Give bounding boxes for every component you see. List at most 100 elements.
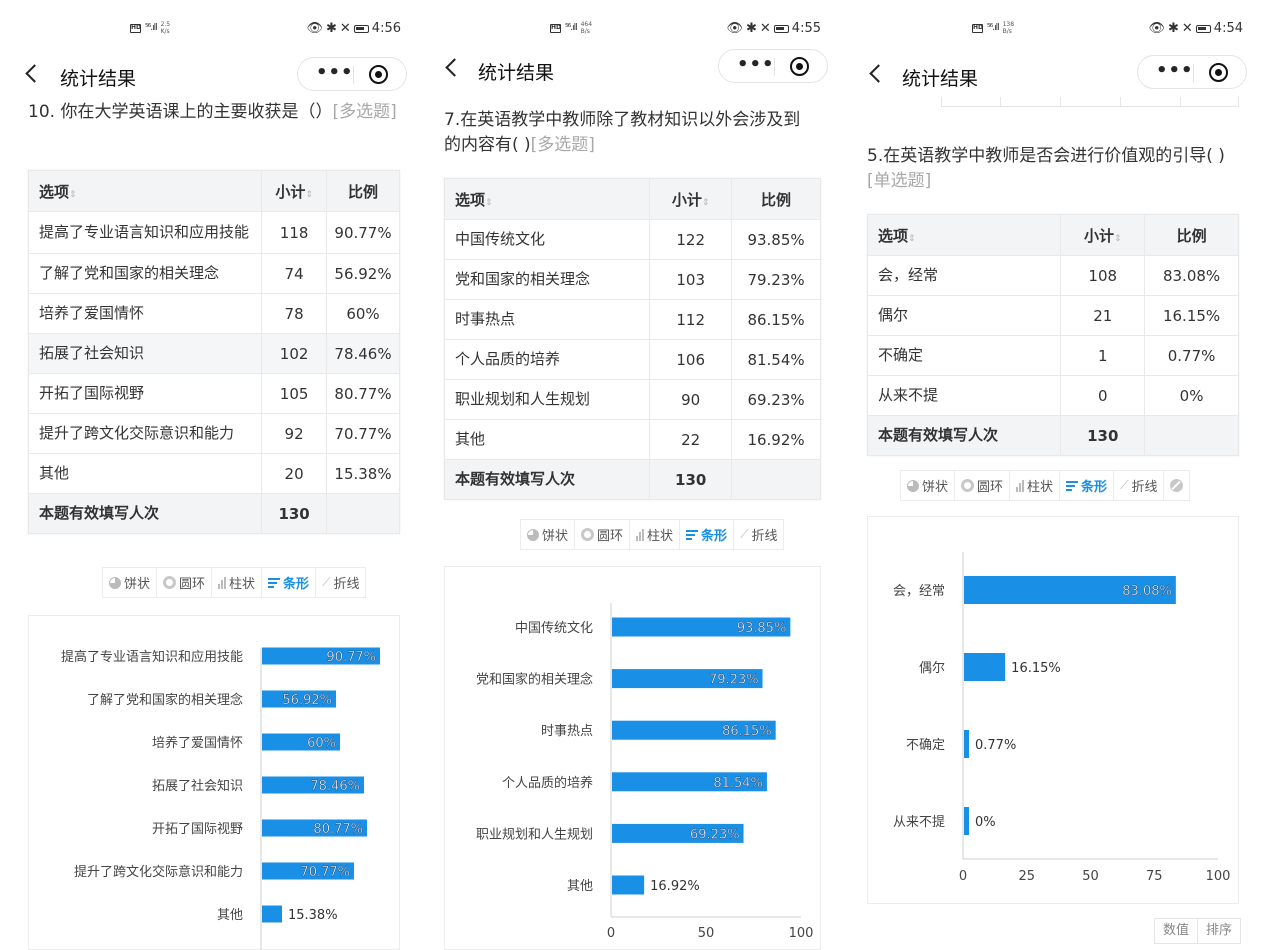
table-row: 职业规划和人生规划 90 69.23%: [443, 379, 821, 420]
page-title: 统计结果: [478, 62, 555, 84]
category-label: 培养了爱国情怀: [152, 735, 243, 751]
bar-icon: [686, 529, 699, 540]
data-label: 79.23%: [709, 673, 759, 688]
panel-question-5-body: 5.在英语教学中教师是否会进行价值观的引导( )[单选题] 选项⇕ 小计⇕ 比例…: [842, 112, 1267, 950]
tab-column[interactable]: 柱状: [212, 568, 263, 597]
category-label: 不确定: [906, 738, 945, 753]
column-icon: [218, 576, 227, 589]
sort-button[interactable]: 排序: [1206, 923, 1233, 938]
table-row: 了解了党和国家的相关理念 74 56.92%: [27, 253, 400, 294]
tab-bar[interactable]: 条形: [262, 568, 317, 597]
more-icon[interactable]: •••: [737, 54, 775, 75]
line-icon: ⟋: [322, 575, 331, 589]
status-bar: HD ⁵⁶.ıll 2.5 K/s 👁 ✱ ✕ 4:56: [0, 16, 415, 44]
ring-icon: [961, 479, 975, 492]
category-label: 时事热点: [541, 724, 593, 739]
chart-type-tabs: 饼状 圆环 柱状 条形 ⟋ 折线: [520, 519, 785, 550]
tab-pie[interactable]: 饼状: [521, 520, 576, 549]
category-label: 了解了党和国家的相关理念: [87, 692, 243, 708]
ring-icon: [163, 576, 177, 589]
column-header-ratio: 比例: [731, 178, 821, 220]
chart-footer-buttons: 数值 排序: [1154, 918, 1242, 944]
table-total-row: 本题有效填写人次 130: [443, 459, 821, 500]
page-title: 统计结果: [902, 68, 979, 90]
data-label: 80.77%: [313, 822, 363, 837]
category-label: 提升了跨文化交际意识和能力: [74, 864, 243, 880]
data-label: 90.77%: [326, 650, 376, 665]
column-header-option[interactable]: 选项⇕: [27, 170, 263, 212]
category-label: 党和国家的相关理念: [476, 672, 593, 688]
column-header-count[interactable]: 小计⇕: [261, 170, 328, 212]
category-label: 开拓了国际视野: [152, 822, 243, 837]
bar-chart: 会，经常 83.08% 偶尔 16.15% 不确定 0.77% 从来不提 0% 0 25 50 75 1…: [867, 516, 1239, 904]
x-tick-label: 0: [607, 926, 615, 941]
stats-table: 选项⇕ 小计⇕ 比例 提高了专业语言知识和应用技能 118 90.77% 了解了党和…: [27, 170, 400, 534]
clock: 4:54: [1213, 21, 1243, 36]
chart-type-tabs: 饼状 圆环 柱状 条形 ⟋ 折线: [900, 470, 1191, 501]
sort-icon: ⇕: [1113, 233, 1122, 244]
tab-hide-chart[interactable]: [1164, 471, 1189, 500]
bar: [964, 807, 969, 835]
bar: [262, 819, 368, 837]
table-row: 拓展了社会知识 102 78.46%: [27, 333, 400, 374]
hide-chart-icon: [1170, 479, 1184, 492]
table-row: 提高了专业语言知识和应用技能 118 90.77%: [27, 211, 400, 254]
column-header-option[interactable]: 选项⇕: [866, 214, 1062, 256]
question-title: 7.在英语教学中教师除了教材知识以外会涉及到的内容有( )[多选题]: [444, 110, 801, 155]
clock: 4:56: [371, 21, 401, 36]
bar: [262, 905, 282, 923]
table-row: 从来不提 0 0%: [866, 375, 1239, 416]
mute-icon: ✕: [1181, 21, 1193, 36]
tab-pie[interactable]: 饼状: [901, 471, 956, 500]
table-header: 选项⇕ 小计⇕ 比例: [27, 170, 400, 212]
more-icon[interactable]: •••: [1156, 60, 1194, 81]
question-title: 5.在英语教学中教师是否会进行价值观的引导( )[单选题]: [867, 146, 1225, 191]
sort-icon: ⇕: [908, 233, 916, 244]
bar: [612, 772, 767, 792]
nav-bar: 统计结果 •••: [0, 57, 415, 98]
question-title: 10. 你在大学英语课上的主要收获是（）[多选题]: [28, 102, 397, 122]
bar: [612, 617, 791, 637]
tab-ring[interactable]: 圆环: [575, 520, 631, 549]
status-bar: HD ⁵⁶.ıll 464 B/s 👁 ✱ ✕ 4:55: [420, 16, 835, 44]
close-target-icon[interactable]: [369, 65, 388, 84]
close-target-icon[interactable]: [790, 57, 809, 76]
column-header-count[interactable]: 小计⇕: [1060, 214, 1146, 256]
tab-line[interactable]: ⟋ 折线: [740, 527, 778, 544]
tab-line[interactable]: ⟋ 折线: [1114, 471, 1165, 500]
tab-bar[interactable]: 条形: [680, 520, 735, 549]
network-speed: 138 B/s: [1002, 21, 1015, 35]
value-button[interactable]: 数值: [1155, 919, 1199, 943]
bar: [262, 733, 340, 751]
x-tick-label: 50: [698, 926, 715, 941]
column-header-count[interactable]: 小计⇕: [649, 178, 733, 220]
tab-column[interactable]: 柱状: [1010, 471, 1061, 500]
hd-icon: HD: [130, 23, 142, 33]
x-tick-label: 100: [1206, 869, 1231, 884]
close-target-icon[interactable]: [1209, 63, 1228, 82]
table-row: 时事热点 112 86.15%: [443, 299, 821, 340]
data-label: 16.92%: [650, 879, 700, 894]
category-label: 个人品质的培养: [502, 775, 593, 791]
category-label: 其他: [567, 879, 593, 894]
back-icon[interactable]: [25, 64, 44, 83]
back-icon[interactable]: [869, 64, 888, 83]
mute-icon: ✕: [339, 21, 351, 36]
category-label: 偶尔: [919, 661, 945, 676]
back-icon[interactable]: [445, 58, 464, 77]
data-label: 0.77%: [975, 738, 1016, 753]
tab-ring[interactable]: 圆环: [955, 471, 1011, 500]
battery-icon: [353, 24, 369, 33]
more-icon[interactable]: •••: [316, 62, 354, 83]
bar: [262, 776, 364, 794]
tab-bar[interactable]: 条形: [1060, 471, 1115, 500]
tab-line[interactable]: ⟋ 折线: [322, 575, 360, 592]
column-header-option[interactable]: 选项⇕: [443, 178, 651, 220]
tab-ring[interactable]: 圆环: [157, 568, 213, 597]
tab-pie[interactable]: 饼状: [103, 568, 158, 597]
x-tick-label: 100: [789, 926, 814, 941]
page-title: 统计结果: [60, 68, 137, 90]
table-header: 选项⇕ 小计⇕ 比例: [866, 214, 1239, 256]
tab-column[interactable]: 柱状: [630, 520, 681, 549]
pie-icon: [109, 576, 121, 589]
